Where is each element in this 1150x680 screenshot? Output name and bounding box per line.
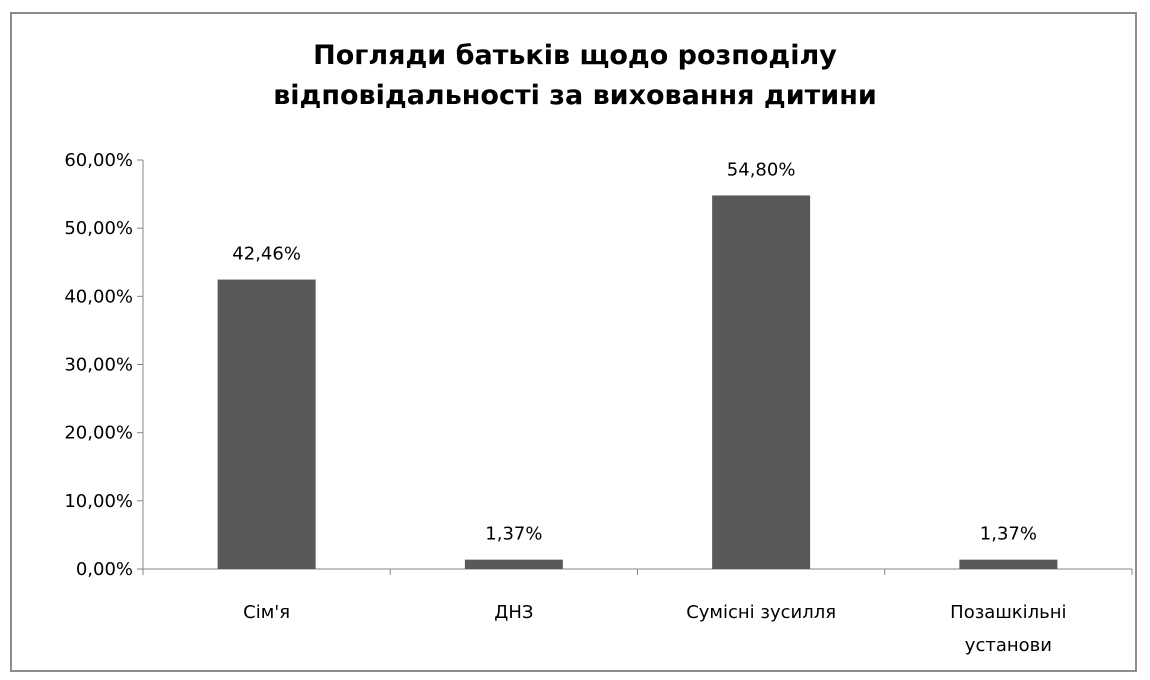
data-label: 54,80% (727, 159, 796, 180)
x-axis-category-label: ДНЗ (494, 602, 533, 623)
x-axis-category-label: Позашкільні (950, 602, 1066, 623)
y-axis-tick-label: 0,00% (76, 559, 133, 580)
y-axis-tick-label: 20,00% (64, 423, 133, 444)
y-axis-tick-label: 10,00% (64, 491, 133, 512)
x-axis-category-label: Сумісні зусилля (686, 602, 836, 623)
data-label: 42,46% (232, 244, 301, 265)
y-axis-tick-label: 30,00% (64, 355, 133, 376)
chart-title-line-1: Погляди батьків щодо розподілу (313, 40, 837, 71)
data-label: 1,37% (485, 524, 542, 545)
bar (712, 195, 811, 570)
data-label: 1,37% (980, 524, 1037, 545)
chart-title-line-2: відповідальності за виховання дитини (273, 80, 877, 111)
bar (959, 559, 1058, 569)
bar (217, 279, 316, 569)
chart-title: Погляди батьків щодо розподілу відповіда… (0, 36, 1150, 116)
x-axis-category-label: установи (965, 635, 1052, 656)
chart-frame (10, 12, 1137, 672)
y-axis-tick-label: 40,00% (64, 286, 133, 307)
x-axis-category-label: Сім'я (243, 602, 290, 623)
y-axis-tick-label: 50,00% (64, 218, 133, 239)
y-axis-tick-label: 60,00% (64, 150, 133, 171)
bar (464, 559, 563, 569)
